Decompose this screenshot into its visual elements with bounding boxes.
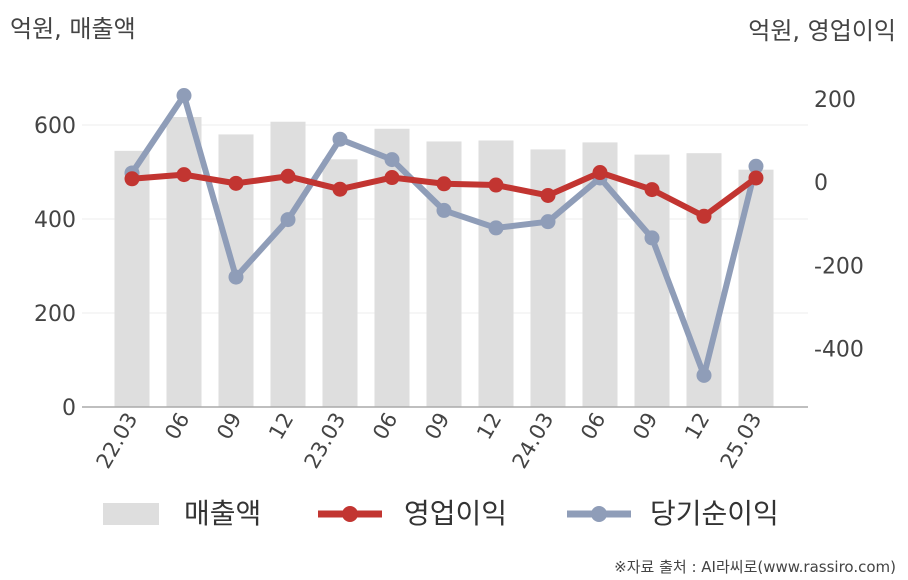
left-tick-label: 400 <box>34 208 76 233</box>
bar-revenue <box>166 117 202 407</box>
point-net-income <box>436 202 452 218</box>
x-tick-label: 09 <box>212 409 246 444</box>
left-axis-unit: 억원, 매출액 <box>10 15 136 43</box>
source-note: ※자료 출처 : AI라씨로(www.rassiro.com) <box>614 558 896 576</box>
legend-label-operating-profit: 영업이익 <box>404 497 507 530</box>
point-operating-profit <box>384 170 400 186</box>
point-net-income <box>384 152 400 168</box>
bars-revenue <box>114 117 774 408</box>
legend-marker-operating-profit <box>342 506 358 522</box>
left-tick-label: 600 <box>34 114 76 139</box>
point-operating-profit <box>592 165 608 181</box>
point-operating-profit <box>644 182 660 198</box>
legend-label-net-income: 당기순이익 <box>650 497 779 530</box>
bar-revenue <box>114 150 150 407</box>
right-tick-label: -400 <box>814 338 864 363</box>
point-operating-profit <box>124 171 140 187</box>
left-tick-label: 0 <box>62 396 76 421</box>
right-tick-label: 200 <box>814 88 856 113</box>
point-net-income <box>696 367 712 383</box>
point-net-income <box>644 230 660 246</box>
left-tick-label: 200 <box>34 302 76 327</box>
point-operating-profit <box>176 167 192 183</box>
x-tick-label: 09 <box>628 409 662 444</box>
point-operating-profit <box>748 170 764 186</box>
point-operating-profit <box>488 177 504 193</box>
point-net-income <box>228 269 244 285</box>
line-series <box>124 87 764 383</box>
right-axis-ticks: -400 -200 0 200 <box>814 88 864 363</box>
point-net-income <box>332 131 348 147</box>
x-tick-label: 06 <box>160 409 194 444</box>
x-tick-label: 23.03 <box>299 409 350 473</box>
left-axis-ticks: 0 200 400 600 <box>34 114 76 421</box>
legend-marker-net-income <box>591 506 607 522</box>
right-axis-unit: 억원, 영업이익 <box>748 17 896 45</box>
point-operating-profit <box>696 208 712 224</box>
x-tick-label: 09 <box>420 409 454 444</box>
point-net-income <box>280 212 296 228</box>
x-tick-label: 06 <box>368 409 402 444</box>
x-axis-ticks: 22.03 06 09 12 23.03 06 09 12 24.03 06 09 12 25.03 <box>91 409 766 473</box>
x-tick-label: 12 <box>680 409 714 444</box>
point-operating-profit <box>280 168 296 184</box>
bar-revenue <box>322 159 358 407</box>
legend: 매출액 영업이익 당기순이익 <box>103 497 779 530</box>
point-net-income <box>748 158 764 174</box>
point-operating-profit <box>436 176 452 192</box>
point-operating-profit <box>228 175 244 191</box>
x-tick-label: 24.03 <box>507 409 558 473</box>
x-tick-label: 25.03 <box>715 409 766 473</box>
point-operating-profit <box>540 187 556 203</box>
x-tick-label: 12 <box>472 409 506 444</box>
x-tick-label: 12 <box>264 409 298 444</box>
point-operating-profit <box>332 181 348 197</box>
point-net-income <box>540 214 556 230</box>
legend-label-revenue: 매출액 <box>184 497 261 530</box>
point-net-income <box>176 87 192 103</box>
legend-swatch-revenue <box>103 503 159 525</box>
x-tick-label: 06 <box>576 409 610 444</box>
point-net-income <box>488 220 504 236</box>
x-tick-label: 22.03 <box>91 409 142 473</box>
right-tick-label: -200 <box>814 254 864 279</box>
bar-revenue <box>270 121 306 408</box>
right-tick-label: 0 <box>814 171 828 196</box>
